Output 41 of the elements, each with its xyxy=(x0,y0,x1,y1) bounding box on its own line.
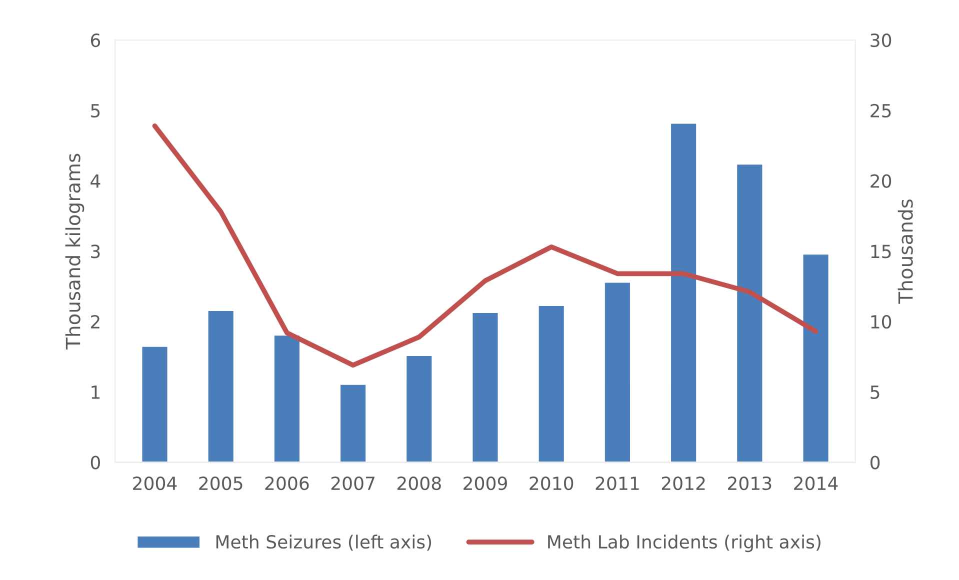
bar xyxy=(140,345,169,462)
y2-tick-label: 0 xyxy=(870,456,880,470)
x-tick-label: 2008 xyxy=(398,476,441,490)
y-tick-label: 1 xyxy=(92,386,100,399)
y2-axis-title: Thousands xyxy=(898,199,913,304)
bar xyxy=(206,310,235,462)
x-tick-label: 2005 xyxy=(199,476,242,490)
x-tick-label: 2004 xyxy=(133,476,177,490)
line-series xyxy=(152,123,818,368)
x-tick-label: 2011 xyxy=(596,476,639,490)
x-tick-label: 2007 xyxy=(331,476,374,490)
x-tick-label: 2014 xyxy=(794,476,838,490)
y-tick-label: 4 xyxy=(90,174,100,188)
bar xyxy=(471,312,500,462)
bar xyxy=(736,163,764,462)
y2-tick-label: 25 xyxy=(870,104,891,118)
y2-tick-label: 20 xyxy=(870,174,892,188)
bar xyxy=(604,281,632,462)
bar xyxy=(339,383,367,462)
y2-tick-label: 15 xyxy=(871,244,891,258)
y-tick-label: 6 xyxy=(90,33,100,48)
bar xyxy=(273,334,301,462)
y-tick-label: 3 xyxy=(91,244,100,258)
y-tick-label: 0 xyxy=(90,456,100,470)
bar xyxy=(537,304,566,462)
x-tick-label: 2009 xyxy=(464,476,507,490)
x-tick-label: 2006 xyxy=(265,476,309,490)
x-tick-label: 2012 xyxy=(662,476,705,490)
x-tick-label: 2013 xyxy=(728,476,772,490)
bar xyxy=(802,253,830,462)
y-tick-label: 5 xyxy=(91,104,100,118)
y-axis-title: Thousand kilograms xyxy=(65,154,84,350)
y-tick-label: 2 xyxy=(91,314,100,328)
x-tick-label: 2010 xyxy=(530,476,574,490)
bar xyxy=(405,354,434,462)
y2-tick-label: 10 xyxy=(871,314,892,329)
bar xyxy=(670,122,698,462)
y2-tick-label: 30 xyxy=(870,33,892,48)
y2-tick-label: 5 xyxy=(870,386,880,400)
legend-label: Meth Seizures (left axis) xyxy=(216,534,432,551)
legend-label: Meth Lab Incidents (right axis) xyxy=(548,534,820,552)
